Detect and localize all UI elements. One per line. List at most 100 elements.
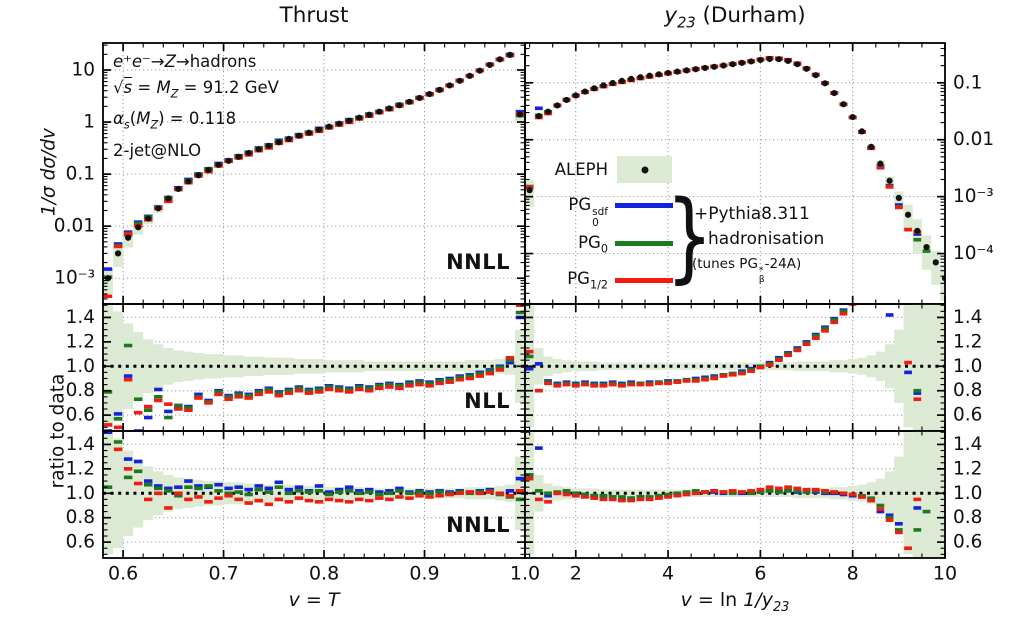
ann-gev: = 91.2 GeV <box>178 77 279 97</box>
ann-eq1: = <box>132 77 157 97</box>
series-aleph-y23 <box>526 55 945 282</box>
y-axis-label-top: 1/σ dσ/dv <box>39 128 60 216</box>
axes-thrust-nnll: 0.6 0.8 1.0 1.2 1.4 0.6 0.7 0.8 0.9 1.0 <box>66 430 540 585</box>
svg-text:10⁻³: 10⁻³ <box>953 186 994 207</box>
panel-label-nnll-top-text: NNLL <box>446 250 510 274</box>
y-axis-label-top-text: 1/σ dσ/dv <box>38 127 60 217</box>
axes-y23-main: 0.1 0.01 10⁻³ 10⁻⁴ <box>524 42 994 305</box>
legend-line-pg0 <box>615 241 673 246</box>
svg-text:0.6: 0.6 <box>66 532 95 553</box>
legend-aleph-text: ALEPH <box>554 160 608 179</box>
legend-tunes-sub: β <box>758 274 765 285</box>
xlabel-left-v: v <box>288 589 300 611</box>
legend-pg12-sub: 1/2 <box>589 278 608 292</box>
panel-label-nnll-top: NNLL <box>330 250 510 274</box>
svg-text:0.9: 0.9 <box>409 563 439 585</box>
legend-label-pg12: PG1/2 <box>468 269 608 291</box>
svg-text:0.6: 0.6 <box>108 563 138 585</box>
svg-text:10: 10 <box>933 563 957 585</box>
legend-label-pg0: PG0 <box>468 233 608 255</box>
xlabel-left-eq: = <box>299 589 328 611</box>
svg-text:6: 6 <box>754 563 766 585</box>
svg-text:0.8: 0.8 <box>953 380 982 401</box>
legend-pg0-sub: 0 <box>600 242 608 256</box>
ann-alphasub: s <box>123 118 130 132</box>
legend-swatch-aleph-band <box>617 156 672 183</box>
panel-thrust-nnll <box>103 431 525 558</box>
legend-note-pythia: +Pythia8.311 <box>694 204 810 224</box>
ann-M: M <box>156 77 171 97</box>
svg-text:1.0: 1.0 <box>66 483 95 504</box>
axes-y23-nnll: 0.6 0.8 1.0 1.2 1.4 2 4 6 8 10 <box>524 430 982 585</box>
xlabel-right-frac: 1/y <box>743 589 773 611</box>
panel-label-nll: NLL <box>330 389 510 413</box>
series-pg0sdf-y23-nll <box>525 308 922 395</box>
svg-text:0.1: 0.1 <box>66 164 95 185</box>
legend-pg0sdf-base: PG <box>568 195 592 214</box>
svg-text:4: 4 <box>662 563 674 585</box>
axes-y23-nll: 0.6 0.8 1.0 1.2 1.4 <box>524 303 982 432</box>
panel-thrust-nll <box>103 304 525 431</box>
ann-val: ) = 0.118 <box>158 109 237 129</box>
title-y23-y: y <box>664 3 678 28</box>
svg-text:1.4: 1.4 <box>953 307 982 328</box>
legend-note-tunes: (tunes PG * β -24A) <box>692 256 801 285</box>
series-pg0-thrust-nll <box>103 310 525 421</box>
svg-text:1.4: 1.4 <box>66 307 95 328</box>
svg-text:0.7: 0.7 <box>208 563 238 585</box>
annotation-block: e⁺e⁻→Z→hadrons √s = MZ = 91.2 GeV αs(MZ)… <box>113 49 279 164</box>
panel-y23-main <box>525 43 945 304</box>
column-title-thrust: Thrust <box>164 3 464 28</box>
series-pg12-thrust-nll <box>103 304 525 430</box>
legend-tunes-post: -24A) <box>764 256 802 272</box>
series-pg12-y23-nnll <box>525 476 922 551</box>
xlabel-right-eq: = ln <box>691 589 744 611</box>
ann-s: s <box>123 77 133 97</box>
svg-text:0.01: 0.01 <box>953 129 994 150</box>
ann-2jet: 2-jet@NLO <box>113 141 202 161</box>
series-pg12-thrust-nnll <box>113 447 525 510</box>
legend-note-hadronisation: hadronisation <box>708 229 824 249</box>
svg-text:1: 1 <box>83 112 95 133</box>
svg-text:0.6: 0.6 <box>953 405 982 426</box>
svg-text:1.4: 1.4 <box>66 434 95 455</box>
svg-text:0.6: 0.6 <box>66 405 95 426</box>
ann-sqrt: √ <box>113 77 124 97</box>
xlabel-right-v: v <box>680 589 692 611</box>
legend-label-aleph: ALEPH <box>478 160 608 179</box>
legend-tunes-sup: * <box>758 265 764 276</box>
ann-M2sub: Z <box>150 118 159 132</box>
svg-text:1.0: 1.0 <box>953 356 982 377</box>
svg-text:1.2: 1.2 <box>66 331 95 352</box>
panel-thrust-main <box>103 43 525 304</box>
svg-text:1.0: 1.0 <box>66 356 95 377</box>
legend-note-pythia-text: +Pythia8.311 <box>694 204 810 224</box>
svg-text:10⁻³: 10⁻³ <box>54 268 95 289</box>
ann-paren: ( <box>129 109 137 129</box>
svg-text:10: 10 <box>71 59 95 80</box>
panel-y23-nll <box>525 304 945 431</box>
annotation-alphas: αs(MZ) = 0.118 <box>113 106 279 138</box>
x-axis-label-thrust: v = T <box>164 589 464 611</box>
legend-pg0sdf-scripts: sdf 0 <box>592 207 608 229</box>
panel-label-nnll-bottom: NNLL <box>330 513 510 537</box>
title-thrust-text: Thrust <box>279 3 349 28</box>
svg-text:10⁻⁴: 10⁻⁴ <box>953 243 994 264</box>
legend-line-pg12 <box>615 278 673 283</box>
panel-y23-nnll <box>525 431 945 558</box>
column-title-y23: y23 (Durham) <box>585 3 885 31</box>
panel-label-nll-text: NLL <box>464 389 510 413</box>
legend-brace-glyph: } <box>666 180 714 294</box>
legend-note-hadronisation-text: hadronisation <box>708 229 825 249</box>
svg-text:0.8: 0.8 <box>66 507 95 528</box>
y-axis-label-ratio-text: ratio to data <box>47 373 69 489</box>
ann-hadrons: →hadrons <box>175 52 257 71</box>
series-pg12-y23-nll <box>525 304 922 402</box>
annotation-energy: √s = MZ = 91.2 GeV <box>113 75 279 107</box>
legend-aleph-marker-icon <box>641 166 648 173</box>
annotation-process: e⁺e⁻→Z→hadrons <box>113 49 279 75</box>
svg-text:1.2: 1.2 <box>66 458 95 479</box>
svg-text:2: 2 <box>570 563 582 585</box>
